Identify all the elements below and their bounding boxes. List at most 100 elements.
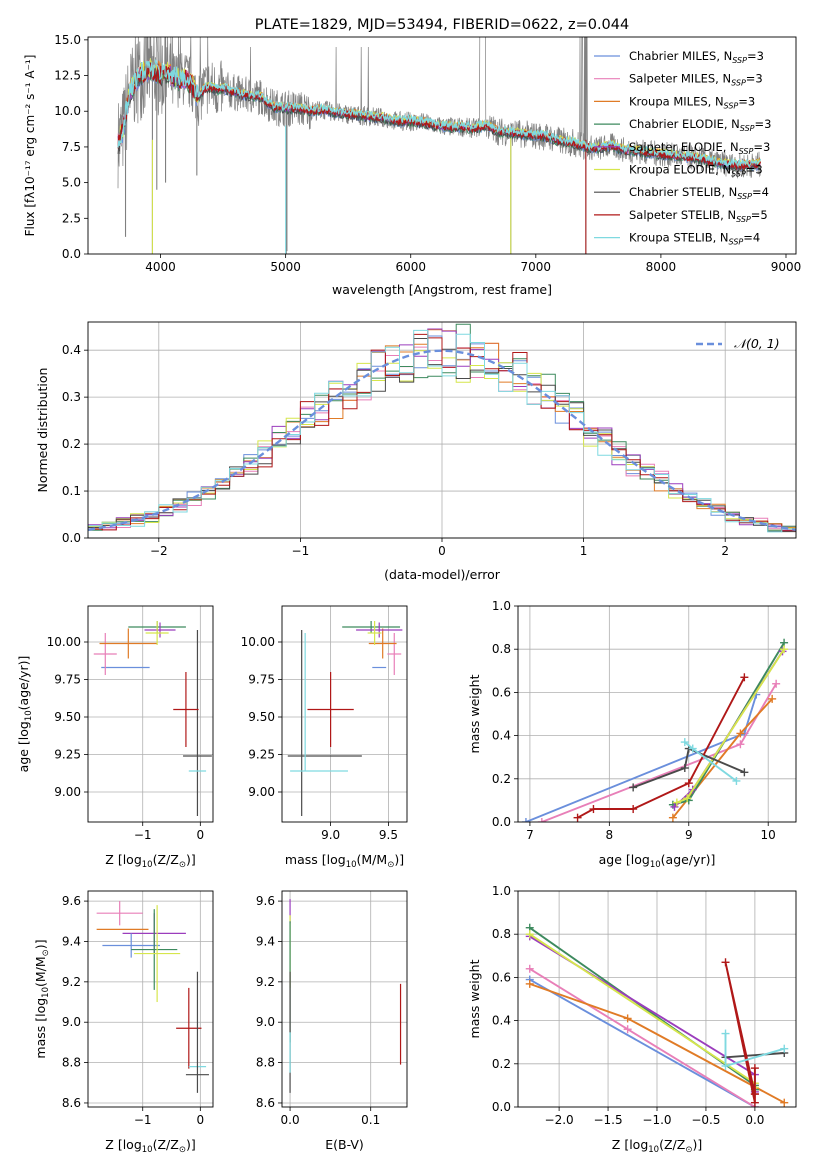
massweight-vs-age-panel: 7 8 9 10 0.0 0.2 0.4 0.6 0.8 1.0 age [log10(age/yr… [467,599,797,870]
y-tick-label: 9.75 [54,673,81,687]
weight-marker [750,1064,759,1073]
y-tick-label: 9.4 [256,934,275,948]
y-tick-label: 9.25 [54,748,81,762]
weight-marker [537,818,546,822]
y-axis-label: Flux [fλ10⁻¹⁷ erg cm⁻² s⁻¹ A⁻¹] [23,55,37,237]
weight-marker [629,783,638,792]
y-tick-label: 5.0 [62,176,81,190]
y-tick-label: 9.6 [256,894,275,908]
y-tick-label: 8.8 [62,1056,81,1070]
age-vs-mass-panel: 9.0 9.5 9.00 9.25 9.50 9.75 10.00 mass [log10(M… [241,605,408,870]
weight-marker [629,805,638,814]
x-axis-label: Z [log10(Z/Z⊙)] [612,1137,702,1155]
histograms [88,323,796,538]
y-tick-label: 9.4 [62,934,81,948]
normal-distribution-curve [88,349,796,531]
y-tick-label: 9.0 [256,1015,275,1029]
x-tick-label: 9.0 [321,828,340,842]
y-tick-label: 0.2 [492,772,511,786]
weight-marker [736,729,745,738]
y-tick-label: 0.6 [492,685,511,699]
weight-marker [780,645,789,654]
spectrum-lines [117,37,762,254]
weight-marker [680,764,689,772]
x-axis-label: Z [log10(Z/Z⊙)] [105,1137,195,1155]
x-tick-label: 0 [438,544,446,558]
legend-entry: 𝒩(0, 1) [734,336,780,351]
y-tick-label: 0.8 [492,642,511,656]
x-tick-label: 8000 [646,260,677,274]
x-tick-label: −1 [292,544,310,558]
histogram-kroupa-stelib [88,329,796,538]
y-tick-label: 9.0 [62,1015,81,1029]
y-tick-label: 9.6 [62,894,81,908]
x-axis-label: mass [log10(M/M⊙)] [285,852,404,870]
x-tick-label: 7 [526,828,534,842]
legend-entry: Chabrier STELIB, NSSP=4 [629,185,769,201]
weight-marker [750,1098,759,1107]
x-tick-label: 6000 [395,260,426,274]
x-axis-label: E(B-V) [325,1137,364,1152]
y-tick-label: 9.2 [256,975,275,989]
y-tick-label: 0.0 [492,1100,511,1114]
y-tick-label: 9.25 [248,748,275,762]
x-axis-label: Z [log10(Z/Z⊙)] [105,852,195,870]
weight-series-line [529,967,756,1107]
error-bars [289,899,402,1093]
y-tick-label: 8.6 [256,1096,275,1110]
age-vs-metallicity-panel: −1 0 9.00 9.25 9.50 9.75 10.00 Z [log10(Z/Z⊙)] a… [16,605,214,870]
y-tick-label: 9.2 [62,975,81,989]
x-tick-label: 1 [580,544,588,558]
weight-series-line [632,747,745,789]
y-tick-label: 0.3 [62,390,81,404]
y-tick-label: 9.50 [248,710,275,724]
weight-lines [521,638,789,822]
axes-frame [517,605,797,823]
y-tick-label: 2.5 [62,211,81,225]
legend-entry: Salpeter STELIB, NSSP=5 [629,208,768,224]
y-axis-label: mass weight [467,674,482,753]
axes-frame [87,321,797,539]
mass-vs-ebv-panel: 0.0 0.1 8.6 8.8 9.0 9.2 9.4 9.6 E(B-V) [256,890,408,1152]
weight-marker [740,673,749,682]
weight-marker [721,1029,730,1038]
error-bars [93,621,212,816]
y-tick-label: 10.0 [54,104,81,118]
x-tick-label: −0.5 [691,1113,720,1127]
x-tick-label: 4000 [145,260,176,274]
y-tick-label: 1.0 [492,884,511,898]
x-tick-label: −2.0 [545,1113,574,1127]
axes-frame [517,890,797,1108]
y-tick-label: 0.6 [492,970,511,984]
weight-marker [721,1061,730,1070]
y-axis-label: Normed distribution [35,368,50,493]
x-axis-label: (data-model)/error [384,567,501,582]
weight-marker [573,813,582,822]
weight-series-line [525,694,758,822]
x-tick-label: 10 [761,828,776,842]
weight-marker [525,930,534,939]
weight-marker [772,679,781,688]
axes-frame [281,605,408,823]
axes-frame [87,36,797,255]
mass-vs-metallicity-panel: −1 0 8.6 8.8 9.0 9.2 9.4 9.6 Z [log10(Z/Z⊙)] mass… [33,890,214,1155]
legend-entry: Salpeter MILES, NSSP=3 [629,72,763,88]
axes-frame [281,890,408,1108]
y-axis-label: mass [log10(M/M⊙)] [33,939,51,1058]
legend-entry: Chabrier MILES, NSSP=3 [629,49,764,65]
x-tick-label: 7000 [521,260,552,274]
y-tick-label: 7.5 [62,140,81,154]
y-tick-label: 10.00 [47,635,81,649]
x-tick-label: 0.0 [281,1113,300,1127]
x-tick-label: −1.0 [642,1113,671,1127]
weight-series-line [529,933,756,1088]
weight-marker [680,738,689,747]
weight-marker [623,1025,632,1034]
weight-marker [750,1090,759,1099]
y-tick-label: 9.75 [248,673,275,687]
y-tick-label: 0.4 [492,729,511,743]
y-tick-label: 8.6 [62,1096,81,1110]
x-tick-label: 8 [606,828,614,842]
y-tick-label: 12.5 [54,69,81,83]
legend: Chabrier MILES, NSSP=3 Salpeter MILES, NS… [594,49,771,247]
